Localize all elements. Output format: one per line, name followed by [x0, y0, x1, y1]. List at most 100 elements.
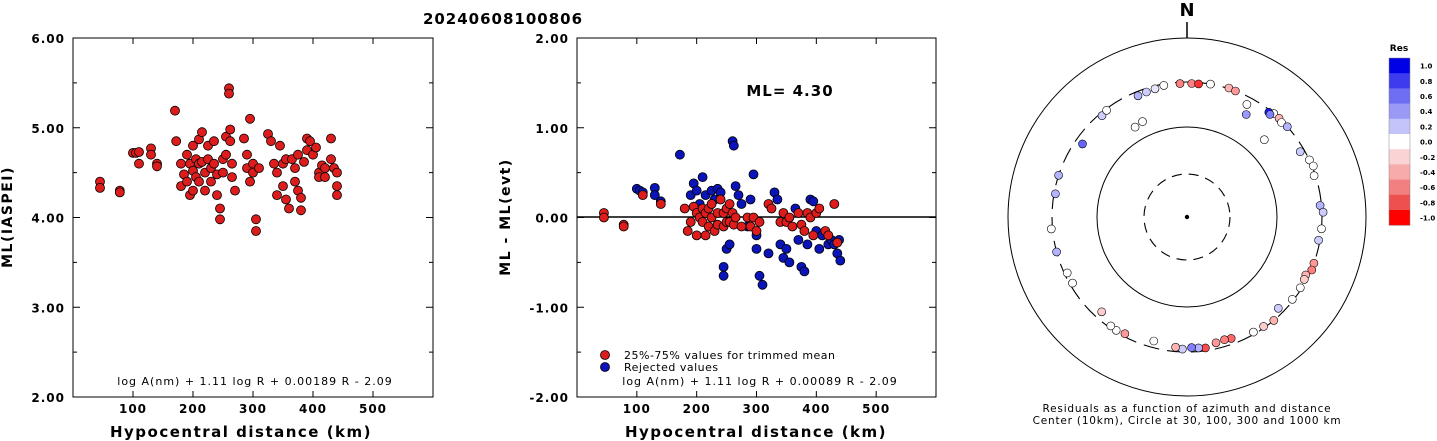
- data-point: [655, 199, 666, 209]
- station-marker: [1283, 122, 1292, 131]
- data-point: [748, 169, 759, 180]
- polar-residual-chart: N Residuals as a function of azimuth and…: [1007, 0, 1435, 427]
- station-marker: [1249, 327, 1258, 337]
- station-marker: [1260, 135, 1269, 144]
- data-point: [784, 212, 795, 223]
- data-point: [751, 226, 762, 236]
- station-marker: [1295, 147, 1305, 156]
- x-tick-label: 400: [299, 402, 327, 416]
- data-point: [278, 181, 288, 192]
- caption-line-1: Residuals as a function of azimuth and d…: [1043, 403, 1332, 415]
- formula-annotation: log A(nm) + 1.11 log R + 0.00089 R - 2.0…: [622, 375, 897, 388]
- station-marker: [1120, 329, 1130, 339]
- colorbar-tick-label: -0.2: [1420, 154, 1435, 162]
- data-point: [221, 149, 231, 160]
- data-point: [218, 167, 228, 178]
- data-point: [272, 190, 282, 201]
- tick-group: 100 200 300 400 500 -2.00 -1.00 0.00 1.00 2.00: [529, 32, 936, 416]
- data-point: [272, 167, 282, 178]
- epicenter-dot: [1184, 214, 1190, 220]
- data-point: [772, 194, 783, 205]
- station-marker: [1175, 79, 1185, 88]
- colorbar-segment: [1389, 164, 1410, 180]
- colorbar-tick-label: 0.0: [1420, 139, 1433, 147]
- station-marker: [1078, 139, 1087, 149]
- y-tick-label: 5.00: [31, 122, 65, 136]
- colorbar-segment: [1389, 88, 1410, 104]
- station-marker: [1211, 338, 1221, 348]
- points-group: [599, 136, 846, 290]
- station-marker: [1318, 207, 1328, 217]
- data-point: [296, 192, 306, 203]
- data-point: [835, 255, 846, 266]
- station-marker: [1106, 321, 1116, 331]
- data-point: [793, 208, 804, 218]
- data-point: [197, 127, 207, 138]
- data-point: [718, 270, 729, 281]
- formula-annotation: log A(nm) + 1.11 log R + 0.00189 R - 2.0…: [117, 375, 392, 388]
- station-marker: [1274, 303, 1283, 313]
- data-point: [182, 176, 192, 187]
- page-title: 20240608100806: [423, 10, 583, 28]
- data-point: [296, 205, 306, 216]
- data-point: [754, 217, 765, 227]
- y-tick-label: 4.00: [31, 212, 65, 226]
- x-tick-label: 200: [683, 402, 711, 416]
- data-point: [745, 194, 756, 205]
- data-point: [275, 140, 285, 151]
- data-point: [814, 243, 825, 254]
- y-tick-label: 6.00: [31, 32, 65, 46]
- legend-marker-rejected: [600, 362, 610, 372]
- data-point: [675, 149, 685, 160]
- data-point: [736, 221, 747, 232]
- tick-group: 100 200 300 400 500 2.00 3.00 4.00 5.00 6.00: [31, 32, 433, 416]
- colorbar-segment: [1389, 134, 1410, 150]
- data-point: [242, 149, 252, 160]
- data-point: [206, 176, 216, 187]
- colorbar-segment: [1389, 149, 1410, 165]
- data-point: [736, 199, 747, 209]
- data-point: [757, 279, 768, 290]
- data-point: [176, 158, 186, 169]
- data-point: [766, 203, 777, 214]
- y-tick-label: 0.00: [535, 212, 569, 226]
- data-point: [332, 190, 342, 201]
- data-point: [194, 176, 204, 187]
- station-marker: [1241, 110, 1251, 119]
- legend-label-accepted: 25%-75% values for trimmed mean: [624, 349, 836, 362]
- colorbar-tick-label: 0.4: [1420, 108, 1433, 116]
- x-axis-label: Hypocentral distance (km): [110, 423, 372, 441]
- station-marker: [1305, 155, 1314, 165]
- x-tick-label: 200: [179, 402, 207, 416]
- data-point: [209, 158, 219, 169]
- colorbar-tick-label: -0.6: [1420, 184, 1435, 192]
- data-point: [215, 214, 225, 225]
- station-marker: [1220, 335, 1229, 345]
- data-point: [171, 136, 182, 147]
- colorbar-segment: [1389, 103, 1410, 120]
- station-marker: [1277, 118, 1286, 127]
- data-point: [299, 156, 309, 167]
- station-marker: [1159, 81, 1169, 90]
- station-group: [1047, 79, 1328, 354]
- station-marker: [1062, 268, 1072, 278]
- station-marker: [1314, 235, 1323, 245]
- colorbar-tick-label: 1.0: [1420, 63, 1433, 71]
- data-point: [320, 172, 330, 183]
- station-marker: [1054, 171, 1063, 180]
- data-point: [134, 158, 144, 169]
- data-point: [814, 203, 825, 214]
- data-point: [733, 190, 744, 201]
- data-point: [787, 221, 798, 232]
- colorbar-frame: [1388, 57, 1411, 226]
- colorbar-title: Res: [1390, 44, 1408, 54]
- station-marker: [1149, 336, 1159, 346]
- station-marker: [1150, 84, 1160, 94]
- data-point: [784, 257, 795, 268]
- colorbar-segment: [1389, 210, 1410, 226]
- data-point: [254, 163, 264, 174]
- colorbar-segment: [1389, 194, 1410, 211]
- colorbar-tick-label: 0.6: [1420, 93, 1433, 101]
- data-point: [730, 181, 741, 192]
- x-axis-label: Hypocentral distance (km): [625, 423, 887, 441]
